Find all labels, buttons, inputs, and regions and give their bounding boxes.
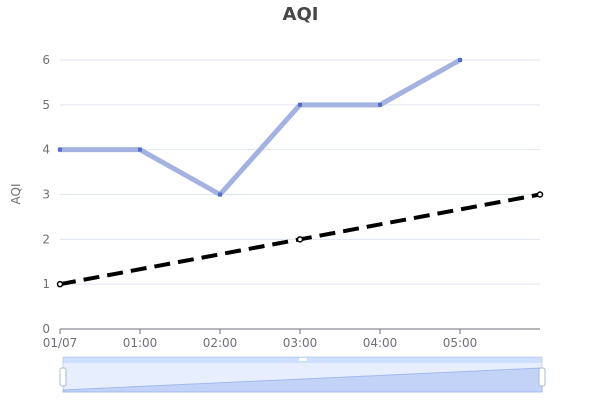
zoom-preview-area <box>62 367 543 393</box>
data-point <box>56 280 64 288</box>
x-tick-label: 05:00 <box>443 336 478 350</box>
data-point <box>458 58 462 62</box>
y-tick-label: 2 <box>42 232 50 246</box>
data-point <box>378 102 382 107</box>
data-point <box>298 102 302 107</box>
chart-title: AQI <box>283 4 319 25</box>
data-point <box>218 192 222 197</box>
x-axis: 01/07 01:00 02:00 03:00 04:00 05:00 <box>43 328 540 350</box>
grid-lines: 0 1 2 3 4 5 6 <box>42 53 540 336</box>
x-tick-label: 01/07 <box>43 336 78 350</box>
data-point <box>296 236 304 243</box>
x-tick-label: 04:00 <box>363 336 398 350</box>
data-zoom-slider[interactable] <box>59 356 546 393</box>
y-tick-label: 6 <box>42 53 50 67</box>
zoom-handle-left[interactable] <box>59 367 67 387</box>
x-tick-label: 01:00 <box>123 336 158 350</box>
y-tick-label: 3 <box>42 188 50 202</box>
series-line <box>57 57 463 197</box>
y-tick-label: 5 <box>42 98 50 112</box>
data-point <box>536 191 544 198</box>
x-tick-label: 02:00 <box>203 336 238 350</box>
x-tick-label: 03:00 <box>283 336 318 350</box>
zoom-selection <box>63 357 542 392</box>
data-point <box>138 147 142 152</box>
y-tick-label: 4 <box>42 143 50 157</box>
y-tick-label: 1 <box>42 277 50 291</box>
y-tick-label: 0 <box>42 322 50 336</box>
zoom-handle-right[interactable] <box>538 367 546 387</box>
series-lines <box>56 57 544 288</box>
data-point <box>58 147 62 152</box>
zoom-move-grip <box>299 358 307 361</box>
y-axis-label: AQI <box>9 184 23 205</box>
